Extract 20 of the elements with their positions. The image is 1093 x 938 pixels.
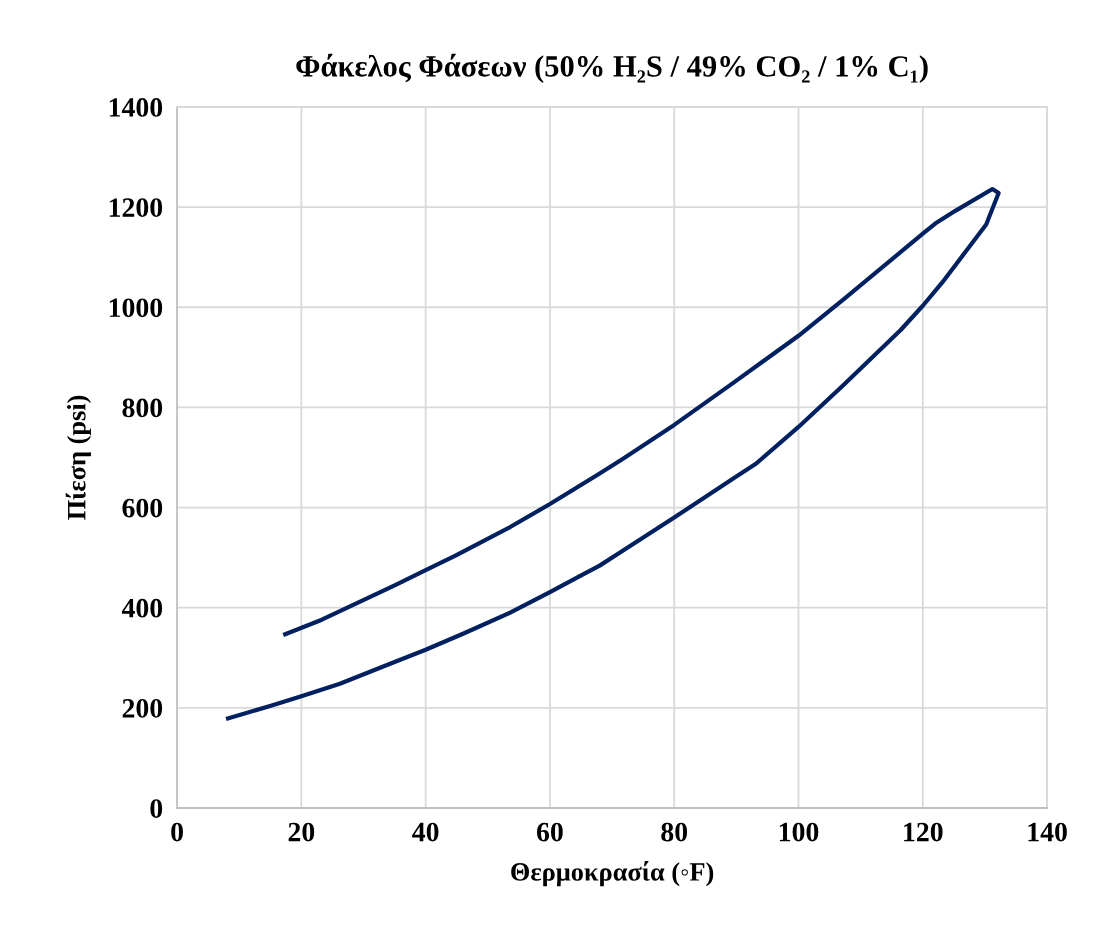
chart-title: Φάκελος Φάσεων (50% H₂S / 49% CO₂ / 1% C₁) [296,53,928,83]
y-tick-label: 600 [122,498,163,518]
x-tick-label: 80 [661,822,688,842]
y-axis-title: Πίεση (psi) [65,395,91,520]
x-tick-label: 120 [904,822,943,842]
y-tick-label: 0 [150,799,163,818]
y-tick-label: 200 [122,699,163,718]
x-tick-label: 140 [1028,822,1067,842]
x-tick-label: 40 [412,822,439,842]
y-tick-label: 1200 [109,198,163,217]
y-tick-label: 800 [122,398,163,418]
y-tick-label: 400 [121,598,163,618]
line-series [225,186,1001,721]
x-tick-label: 0 [171,822,183,842]
x-tick-label: 100 [779,822,819,842]
x-tick-label: 60 [537,822,563,842]
x-tick-label: 20 [288,822,315,842]
y-tick-label: 1000 [109,298,163,318]
y-tick-label: 1400 [109,98,163,117]
x-axis-title: Θερμοκρασία (◦F) [511,860,714,887]
